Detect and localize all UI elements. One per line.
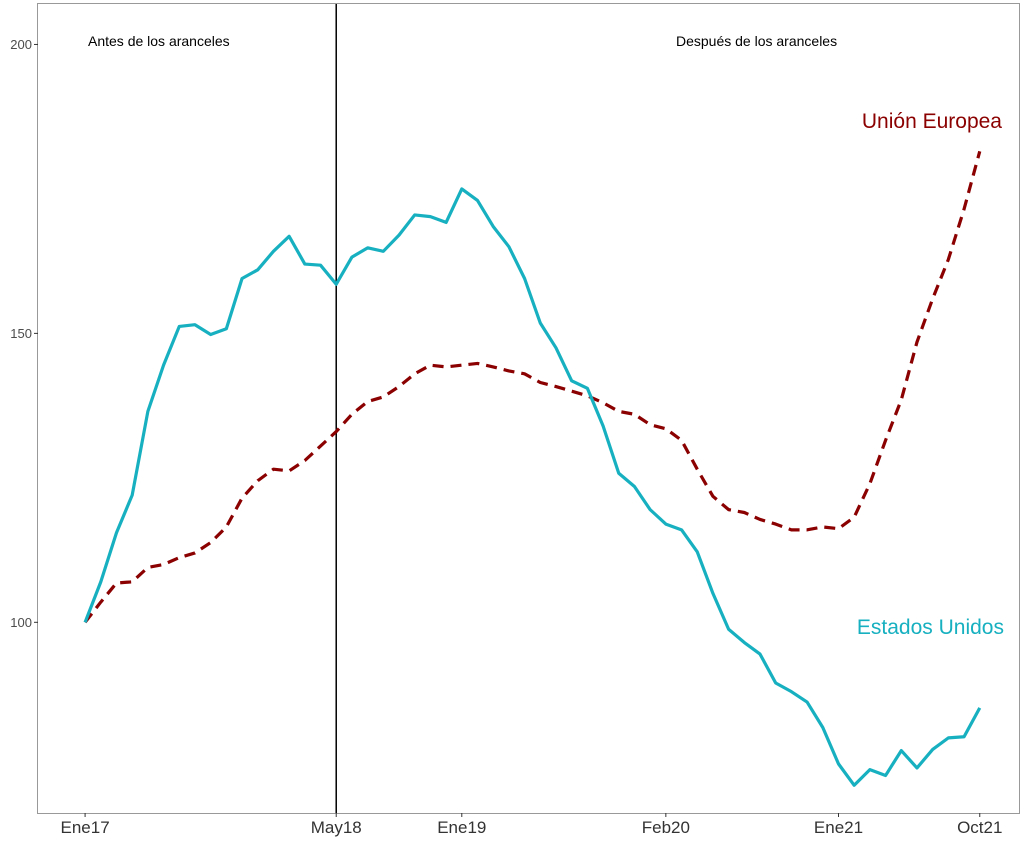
series-line-estados-unidos bbox=[83, 187, 982, 787]
x-tick-label: Feb20 bbox=[642, 818, 690, 837]
series-label-estados-unidos: Estados Unidos bbox=[857, 616, 1004, 639]
period-label-after: Después de los aranceles bbox=[676, 33, 837, 49]
y-tick-label: 150 bbox=[10, 326, 32, 341]
x-axis: Ene17 May18 Ene19 Feb20 Ene21 Oct21 bbox=[61, 813, 1002, 837]
series-label-union-europea: Unión Europea bbox=[862, 110, 1002, 133]
period-label-before: Antes de los aranceles bbox=[88, 33, 230, 49]
x-tick-label: Oct21 bbox=[957, 818, 1002, 837]
series-line-union-europea bbox=[83, 150, 982, 624]
x-tick-label: May18 bbox=[311, 818, 362, 837]
plot-border bbox=[37, 3, 1020, 814]
y-tick-label: 100 bbox=[10, 615, 32, 630]
x-tick-label: Ene19 bbox=[437, 818, 486, 837]
y-tick-label: 200 bbox=[10, 37, 32, 52]
x-tick-label: Ene21 bbox=[814, 818, 863, 837]
y-axis: 100 150 200 bbox=[10, 37, 38, 630]
x-tick-label: Ene17 bbox=[61, 818, 110, 837]
